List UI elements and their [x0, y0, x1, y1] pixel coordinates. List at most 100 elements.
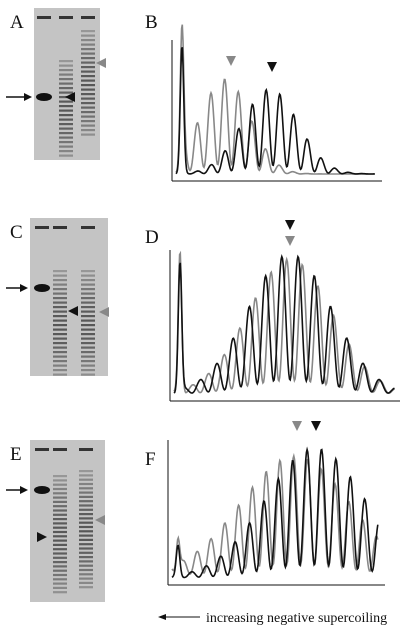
band [59, 145, 73, 148]
band [53, 342, 67, 345]
arrowhead [292, 421, 302, 431]
band [53, 301, 67, 304]
band [81, 292, 95, 295]
band [81, 66, 95, 69]
band [53, 573, 67, 577]
band [59, 64, 73, 67]
band [59, 150, 73, 153]
band [79, 508, 93, 511]
band [59, 114, 73, 117]
well [37, 16, 51, 19]
band [53, 522, 67, 525]
band [53, 479, 67, 482]
band [53, 364, 67, 367]
band [81, 34, 95, 37]
band [81, 133, 95, 136]
band [53, 306, 67, 309]
arrowhead [99, 307, 109, 317]
band [59, 136, 73, 139]
band [53, 270, 67, 273]
band [79, 474, 93, 477]
band [53, 561, 67, 564]
arrowhead [311, 421, 321, 431]
band [81, 297, 95, 300]
band [81, 324, 95, 327]
band [81, 106, 95, 109]
band [59, 105, 73, 108]
band [79, 482, 93, 486]
band [81, 360, 95, 363]
well [53, 226, 67, 229]
well [53, 448, 67, 451]
panel-label: D [145, 227, 159, 248]
band [53, 283, 67, 286]
band [81, 84, 95, 87]
band [53, 513, 67, 516]
band [53, 582, 67, 585]
band [81, 39, 95, 42]
band [79, 577, 93, 580]
band [81, 346, 95, 349]
band [59, 100, 73, 103]
band [81, 306, 95, 309]
band [59, 141, 73, 144]
band [79, 504, 93, 507]
band [79, 517, 93, 520]
band [81, 120, 95, 123]
arrowhead [65, 92, 75, 102]
well [81, 16, 95, 19]
arrowhead [96, 58, 106, 68]
panel-label: F [145, 449, 156, 470]
band [81, 57, 95, 60]
band [53, 548, 67, 551]
band [53, 346, 67, 349]
band [81, 115, 95, 118]
band [53, 319, 67, 322]
band [79, 491, 93, 494]
band [79, 568, 93, 572]
gel [30, 218, 108, 376]
band [53, 355, 67, 358]
band [81, 274, 95, 277]
trace [173, 254, 395, 394]
band [59, 118, 73, 121]
band [59, 91, 73, 94]
well [79, 448, 93, 451]
band [79, 530, 93, 533]
band [53, 586, 67, 589]
band [53, 569, 67, 572]
band [53, 373, 67, 376]
caption-arrowhead [158, 614, 166, 620]
band [53, 552, 67, 555]
band [81, 373, 95, 376]
gel [30, 440, 105, 602]
band [81, 43, 95, 46]
band [81, 111, 95, 114]
band [53, 518, 67, 521]
band [53, 492, 67, 495]
band [79, 586, 93, 589]
arrowhead [285, 220, 295, 230]
band [79, 538, 93, 541]
well [59, 16, 73, 19]
band [79, 500, 93, 503]
band [53, 500, 67, 503]
band [59, 78, 73, 81]
panel-label: C [10, 222, 23, 243]
band [79, 525, 93, 529]
panel-label: B [145, 12, 158, 33]
band [53, 297, 67, 300]
band [53, 543, 67, 546]
band [81, 283, 95, 286]
band [81, 52, 95, 55]
band [53, 487, 67, 491]
arrowhead [24, 93, 32, 101]
band [53, 530, 67, 534]
band [81, 337, 95, 340]
band [79, 564, 93, 567]
band [53, 496, 67, 499]
band [53, 535, 67, 538]
caption: increasing negative supercoiling [206, 611, 387, 626]
